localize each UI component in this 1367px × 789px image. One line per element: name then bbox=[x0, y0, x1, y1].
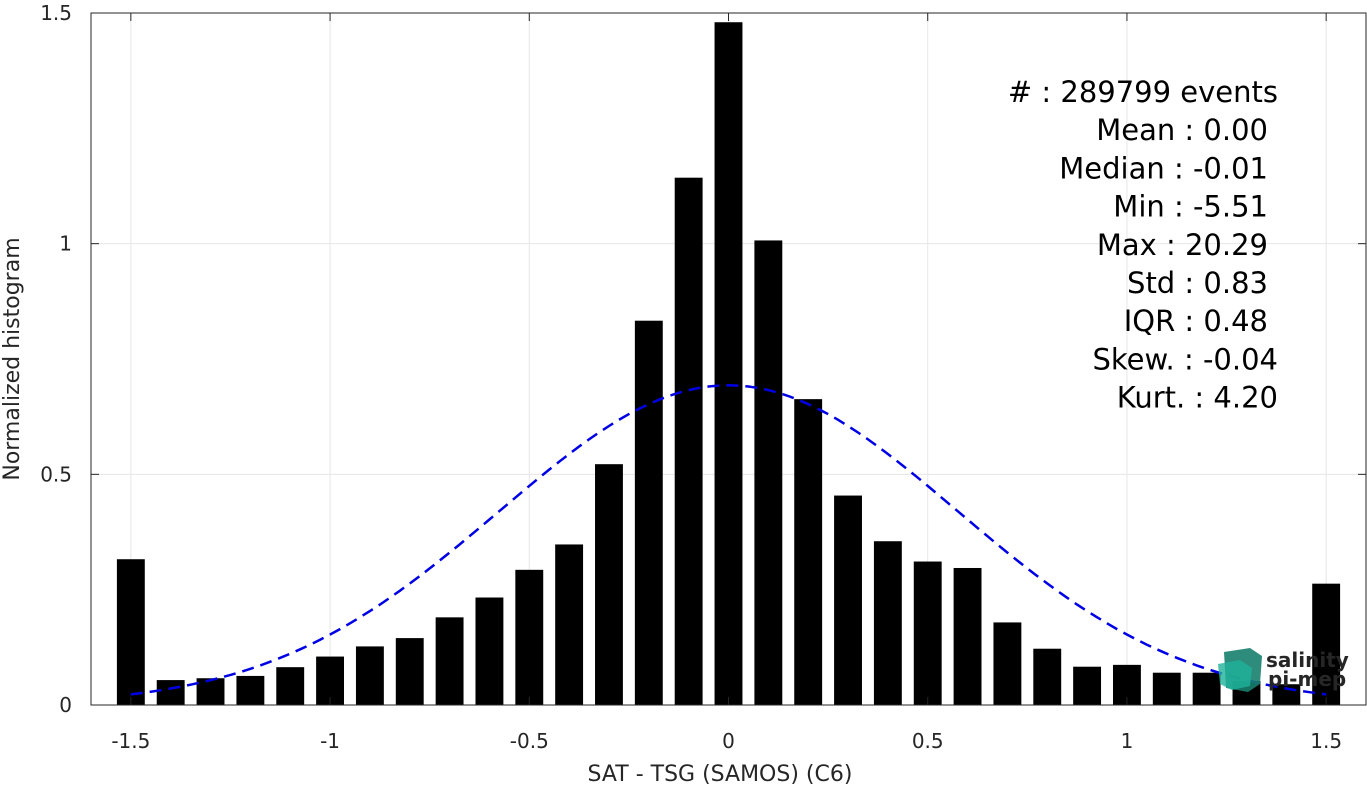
y-tick-label: 0 bbox=[59, 693, 72, 717]
histogram-bar bbox=[395, 638, 424, 705]
y-tick-label: 1 bbox=[59, 232, 72, 256]
histogram-bar bbox=[156, 680, 185, 705]
logo-wave-highlight bbox=[1218, 660, 1252, 690]
stat-line: Max : 20.29 bbox=[1097, 228, 1268, 262]
x-tick-label: -0.5 bbox=[510, 729, 549, 753]
stats-annotation: # : 289799 events Mean : 0.00 Median : -0.… bbox=[1008, 75, 1278, 415]
histogram-bar bbox=[1073, 666, 1102, 705]
stat-line: Median : -0.01 bbox=[1059, 151, 1268, 185]
histogram-bar bbox=[913, 561, 942, 705]
histogram-bar bbox=[475, 597, 504, 705]
histogram-bar bbox=[236, 675, 265, 705]
histogram-bar bbox=[116, 559, 145, 705]
x-tick-label: -1.5 bbox=[111, 729, 150, 753]
stat-line: # : 289799 events bbox=[1008, 75, 1278, 109]
bars-layer bbox=[116, 22, 1341, 706]
histogram-bar bbox=[1152, 672, 1181, 705]
histogram-bar bbox=[276, 667, 305, 705]
histogram-bar bbox=[1192, 672, 1221, 705]
histogram-bar bbox=[316, 656, 345, 705]
x-axis-title: SAT - TSG (SAMOS) (C6) bbox=[588, 762, 853, 785]
y-tick-label: 1.5 bbox=[40, 1, 72, 25]
ticks-layer: -1.5 -1 -0.5 0 0.5 1 1.5 0 0.5 1 1.5 bbox=[40, 1, 1366, 753]
histogram-bar bbox=[993, 622, 1022, 705]
histogram-bar bbox=[834, 495, 862, 705]
histogram-bar bbox=[555, 544, 584, 705]
logo-text-pi-mep: pi-mep bbox=[1268, 667, 1346, 691]
histogram-bar bbox=[196, 678, 225, 705]
y-tick-label: 0.5 bbox=[40, 462, 72, 486]
stat-line: Skew. : -0.04 bbox=[1092, 342, 1278, 376]
stat-line: Kurt. : 4.20 bbox=[1117, 381, 1278, 415]
histogram-bar bbox=[714, 22, 743, 705]
logo-text-salinity: salinity bbox=[1266, 648, 1349, 672]
histogram-bar bbox=[515, 569, 544, 705]
histogram-bar bbox=[355, 646, 384, 705]
fit-curve-layer bbox=[130, 384, 1327, 696]
x-tick-label: 0 bbox=[722, 729, 735, 753]
histogram-bar bbox=[873, 541, 902, 705]
histogram-bar bbox=[435, 617, 464, 705]
histogram-bar bbox=[595, 464, 623, 705]
y-axis-title: Normalized histogram bbox=[0, 237, 25, 480]
stat-line: Min : -5.51 bbox=[1113, 190, 1268, 224]
histogram-bar bbox=[794, 399, 823, 705]
salinity-pi-mep-logo: salinity pi-mep bbox=[1218, 648, 1349, 692]
stat-line: IQR : 0.48 bbox=[1124, 304, 1268, 338]
x-tick-label: 1 bbox=[1121, 729, 1134, 753]
stat-line: Std : 0.83 bbox=[1127, 266, 1268, 300]
histogram-bar bbox=[754, 240, 783, 706]
stat-line: Mean : 0.00 bbox=[1096, 113, 1268, 147]
histogram-bar bbox=[953, 567, 982, 705]
histogram-bar bbox=[634, 320, 663, 705]
histogram-bar bbox=[674, 177, 703, 706]
x-tick-label: 0.5 bbox=[912, 729, 944, 753]
x-tick-label: 1.5 bbox=[1310, 729, 1342, 753]
x-tick-label: -1 bbox=[320, 729, 340, 753]
histogram-bar bbox=[1033, 648, 1062, 705]
gaussian-fit-curve bbox=[130, 384, 1327, 696]
histogram-bar bbox=[1312, 583, 1341, 705]
